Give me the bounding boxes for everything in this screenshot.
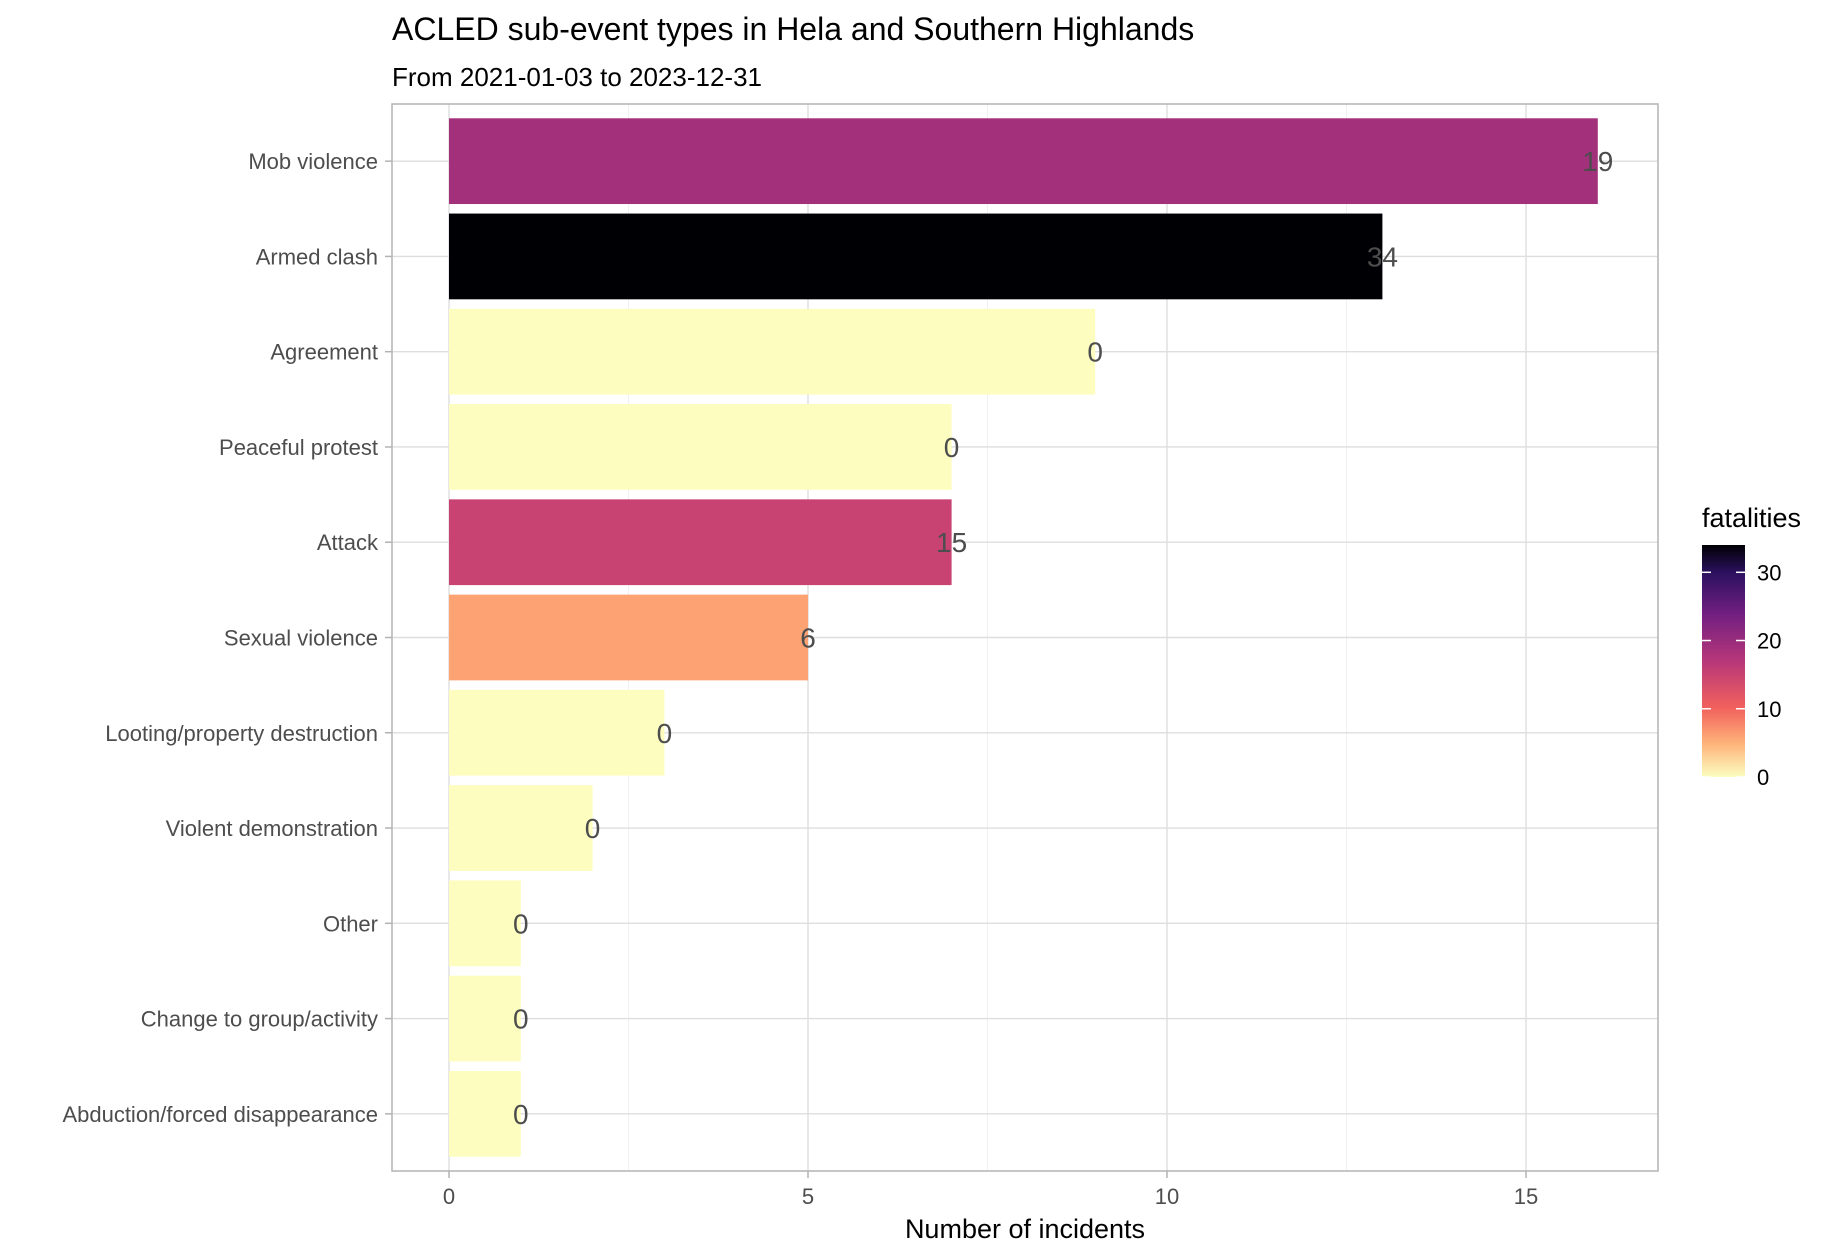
y-axis-tick-label: Attack [317, 530, 379, 555]
bar [449, 594, 808, 681]
x-axis-tick-label: 5 [802, 1184, 814, 1209]
x-axis-title: Number of incidents [905, 1214, 1145, 1244]
bar [449, 689, 665, 776]
x-axis-tick-label: 0 [443, 1184, 455, 1209]
x-axis-tick-label: 10 [1155, 1184, 1179, 1209]
chart-subtitle: From 2021-01-03 to 2023-12-31 [392, 62, 762, 92]
legend-ticks: 0 10 20 30 [1702, 560, 1781, 790]
y-axis-tick-label: Sexual violence [224, 626, 378, 651]
y-axis-tick-label: Armed clash [256, 244, 378, 269]
legend-tick-label: 20 [1757, 629, 1781, 654]
legend-colorbar [1702, 545, 1745, 777]
bars [449, 118, 1598, 1157]
y-axis-tick-label: Agreement [270, 340, 378, 365]
bar-value-label: 0 [585, 813, 601, 844]
legend-tick-label: 30 [1757, 560, 1781, 585]
bar [449, 785, 593, 871]
bar-value-label: 34 [1367, 241, 1398, 272]
bar [449, 499, 952, 586]
bar [449, 118, 1598, 205]
y-axis-tick-label: Peaceful protest [219, 435, 378, 460]
bar-value-label: 0 [513, 1099, 529, 1130]
bar [449, 1070, 521, 1157]
y-axis-tick-labels: Mob violence Armed clash Agreement Peaceful… [62, 149, 392, 1127]
bar-value-label: 15 [936, 527, 967, 558]
bar-value-label: 0 [513, 908, 529, 939]
bar-value-label: 0 [944, 432, 960, 463]
bar [449, 213, 1383, 300]
y-axis-tick-label: Abduction/forced disappearance [62, 1102, 378, 1127]
x-axis-tick-label: 15 [1514, 1184, 1538, 1209]
bar-value-label: 0 [513, 1004, 529, 1035]
color-legend: fatalities 0 10 20 30 [1702, 503, 1801, 790]
chart-title: ACLED sub-event types in Hela and Southe… [392, 11, 1194, 47]
data-labels: 19 34 0 0 15 6 0 0 0 0 0 [513, 146, 1613, 1130]
bar [449, 880, 521, 967]
x-axis-tick-labels: 0 5 10 15 [443, 1171, 1538, 1209]
legend-tick-label: 10 [1757, 697, 1781, 722]
y-axis-tick-label: Looting/property destruction [105, 721, 378, 746]
bar-value-label: 0 [1087, 337, 1103, 368]
legend-tick-label: 0 [1757, 765, 1769, 790]
legend-title: fatalities [1702, 503, 1801, 533]
bar-value-label: 6 [800, 623, 816, 654]
bar [449, 975, 521, 1062]
bar [449, 404, 952, 490]
y-axis-tick-label: Mob violence [248, 149, 378, 174]
y-axis-tick-label: Violent demonstration [166, 816, 378, 841]
y-axis-tick-label: Change to group/activity [141, 1007, 378, 1032]
bar-value-label: 19 [1582, 146, 1613, 177]
bar-value-label: 0 [657, 718, 673, 749]
bar [449, 308, 1096, 395]
y-axis-tick-label: Other [323, 911, 378, 936]
